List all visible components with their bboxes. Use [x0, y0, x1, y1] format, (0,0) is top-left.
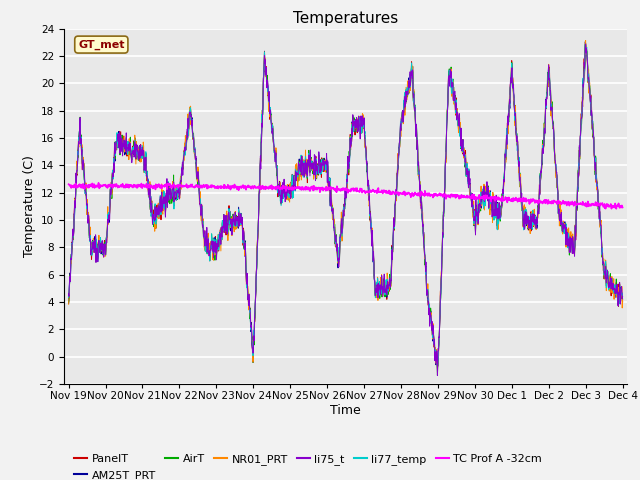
Legend: PanelT, AM25T_PRT, AirT, NR01_PRT, li75_t, li77_temp, TC Prof A -32cm: PanelT, AM25T_PRT, AirT, NR01_PRT, li75_… [70, 450, 547, 480]
X-axis label: Time: Time [330, 404, 361, 417]
Y-axis label: Temperature (C): Temperature (C) [23, 156, 36, 257]
Title: Temperatures: Temperatures [293, 11, 398, 26]
Text: GT_met: GT_met [78, 39, 125, 50]
